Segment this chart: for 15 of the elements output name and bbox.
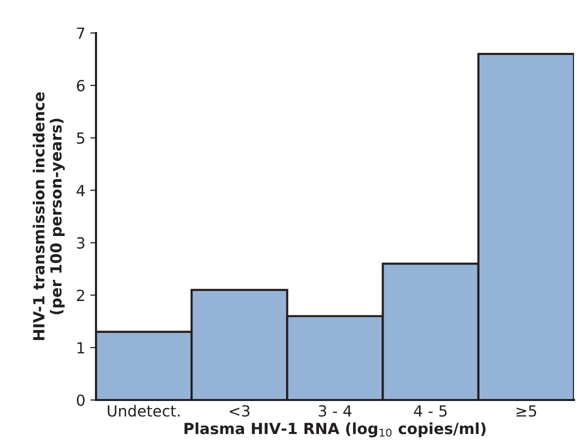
y-tick-label: 7	[77, 28, 84, 39]
x-axis-title: Plasma HIV-1 RNA (log$_{10}$ copies/ml)	[184, 422, 486, 438]
y-tick-label: 3	[77, 237, 84, 249]
y-tick-label: 2	[76, 290, 84, 301]
x-tick-label: Undetect.	[108, 404, 180, 417]
y-tick-label: 5	[77, 132, 84, 144]
x-tick-label: 4 - 5	[414, 405, 447, 417]
x-tick-label: <3	[230, 405, 250, 417]
y-tick-label: 4	[76, 184, 85, 196]
y-tick-label: 6	[76, 80, 85, 92]
y-axis-title: HIV-1 transmission incidence (per 100 person-years)	[32, 92, 65, 340]
y-tick-label: 0	[76, 394, 85, 406]
x-tick-label: ≥5	[516, 405, 536, 417]
x-tick-label: 3 - 4	[318, 405, 352, 417]
y-tick-label: 1	[78, 342, 84, 354]
